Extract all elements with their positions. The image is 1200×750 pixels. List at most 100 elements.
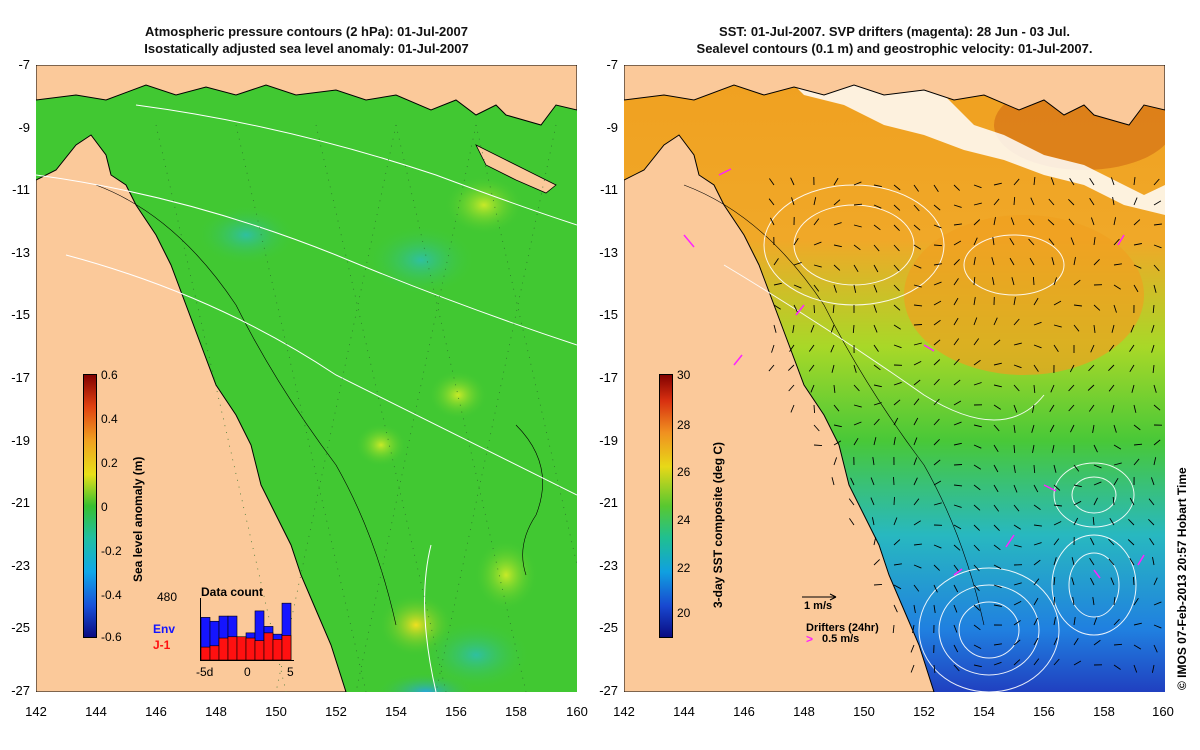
velocity-arrow [833,424,842,428]
velocity-arrow [913,584,920,592]
left-x-tick: 156 [445,704,467,719]
velocity-arrow [1108,558,1115,566]
velocity-arrow [1089,558,1095,566]
velocity-arrow [1033,617,1039,626]
velocity-arrow [1092,597,1095,606]
velocity-arrow [933,604,936,613]
velocity-arrow [1113,304,1117,313]
velocity-arrow [1153,601,1162,606]
sla-high-2 [428,370,488,420]
velocity-arrow [853,284,857,293]
velocity-arrow [1133,424,1141,431]
velocity-arrow [1033,297,1039,306]
velocity-arrow [873,324,878,333]
right-x-tick: 150 [853,704,875,719]
velocity-arrow [991,277,995,286]
velocity-arrow [1053,344,1059,352]
velocity-arrow [1028,238,1035,246]
velocity-arrow [1133,197,1138,206]
sla-low-4 [376,672,476,692]
data-count-max: 480 [157,590,178,604]
drifter-tracks [683,168,1145,579]
velocity-arrow [1152,557,1155,566]
velocity-arrow [953,421,962,426]
velocity-arrow [913,379,921,386]
velocity-arrow [1127,539,1135,546]
velocity-arrow [1049,404,1055,412]
velocity-arrow [1130,324,1135,333]
velocity-arrow [893,437,896,446]
velocity-arrow [973,584,980,592]
velocity-arrow [832,304,835,314]
velocity-arrow [1047,219,1055,226]
velocity-arrow [893,204,901,211]
velocity-arrow [913,264,922,269]
velocity-arrow [913,457,918,466]
velocity-arrow [933,204,941,211]
right-x-tick: 146 [733,704,755,719]
velocity-arrow [910,664,915,673]
velocity-arrow [1153,200,1162,206]
right-x-tick: 142 [613,704,635,719]
velocity-arrow [1132,576,1135,586]
velocity-arrow [1113,284,1121,290]
velocity-arrow [792,324,795,333]
left-map [36,65,577,692]
velocity-arrow [873,244,880,252]
velocity-arrow [1013,384,1020,392]
reef-outline [95,184,397,626]
velocity-arrow [830,344,835,353]
velocity-arrow [913,417,919,426]
velocity-arrow [793,261,802,266]
velocity-arrow [953,297,959,306]
velocity-arrow [913,437,918,446]
velocity-arrow [1013,444,1016,454]
velocity-arrow [1068,384,1075,392]
left-x-tick: 148 [205,704,227,719]
velocity-arrow [933,584,938,593]
sla-low-2 [196,205,296,265]
velocity-arrow [1013,364,1022,369]
sla-colorbar [83,374,97,638]
velocity-arrow [993,444,999,453]
right-map [624,65,1165,692]
velocity-arrow [1153,644,1158,653]
velocity-arrow [1113,424,1117,433]
velocity-arrow [1033,344,1042,349]
velocity-arrow [1092,516,1095,526]
sla-high-3 [474,539,538,611]
velocity-arrow [833,177,839,186]
velocity-arrow [1053,596,1056,606]
velocity-arrow [1069,364,1075,373]
velocity-arrow [1088,364,1095,372]
velocity-arrow [1053,557,1057,566]
sla-colorbar-tick: 0.2 [101,456,118,470]
velocity-arrow [893,604,898,613]
velocity-arrow [953,544,961,551]
velocity-arrow [953,664,960,672]
velocity-arrow [1069,424,1075,433]
velocity-arrow [953,604,958,613]
velocity-arrow [893,304,901,311]
velocity-arrow [1053,277,1058,286]
left-y-tick: -11 [12,182,30,197]
velocity-arrow [1070,237,1075,246]
velocity-arrow [853,364,857,373]
velocity-arrow [953,338,960,346]
velocity-arrow [1053,538,1060,546]
velocity-arrow [1113,664,1121,670]
velocity-arrow [913,520,921,526]
png-land [36,65,577,126]
velocity-arrow [1013,544,1022,548]
sst-colorbar-tick: 24 [677,513,691,527]
velocity-arrow [1090,344,1095,353]
velocity-arrow [993,584,1002,589]
velocity-arrow [1009,257,1015,266]
velocity-arrow [793,284,802,289]
velocity-arrow [1133,404,1137,413]
sla-high-1 [444,175,524,235]
velocity-arrow [1031,424,1035,433]
velocity-arrow [830,324,835,333]
velocity-arrow [768,198,775,206]
velocity-arrow [873,364,881,371]
